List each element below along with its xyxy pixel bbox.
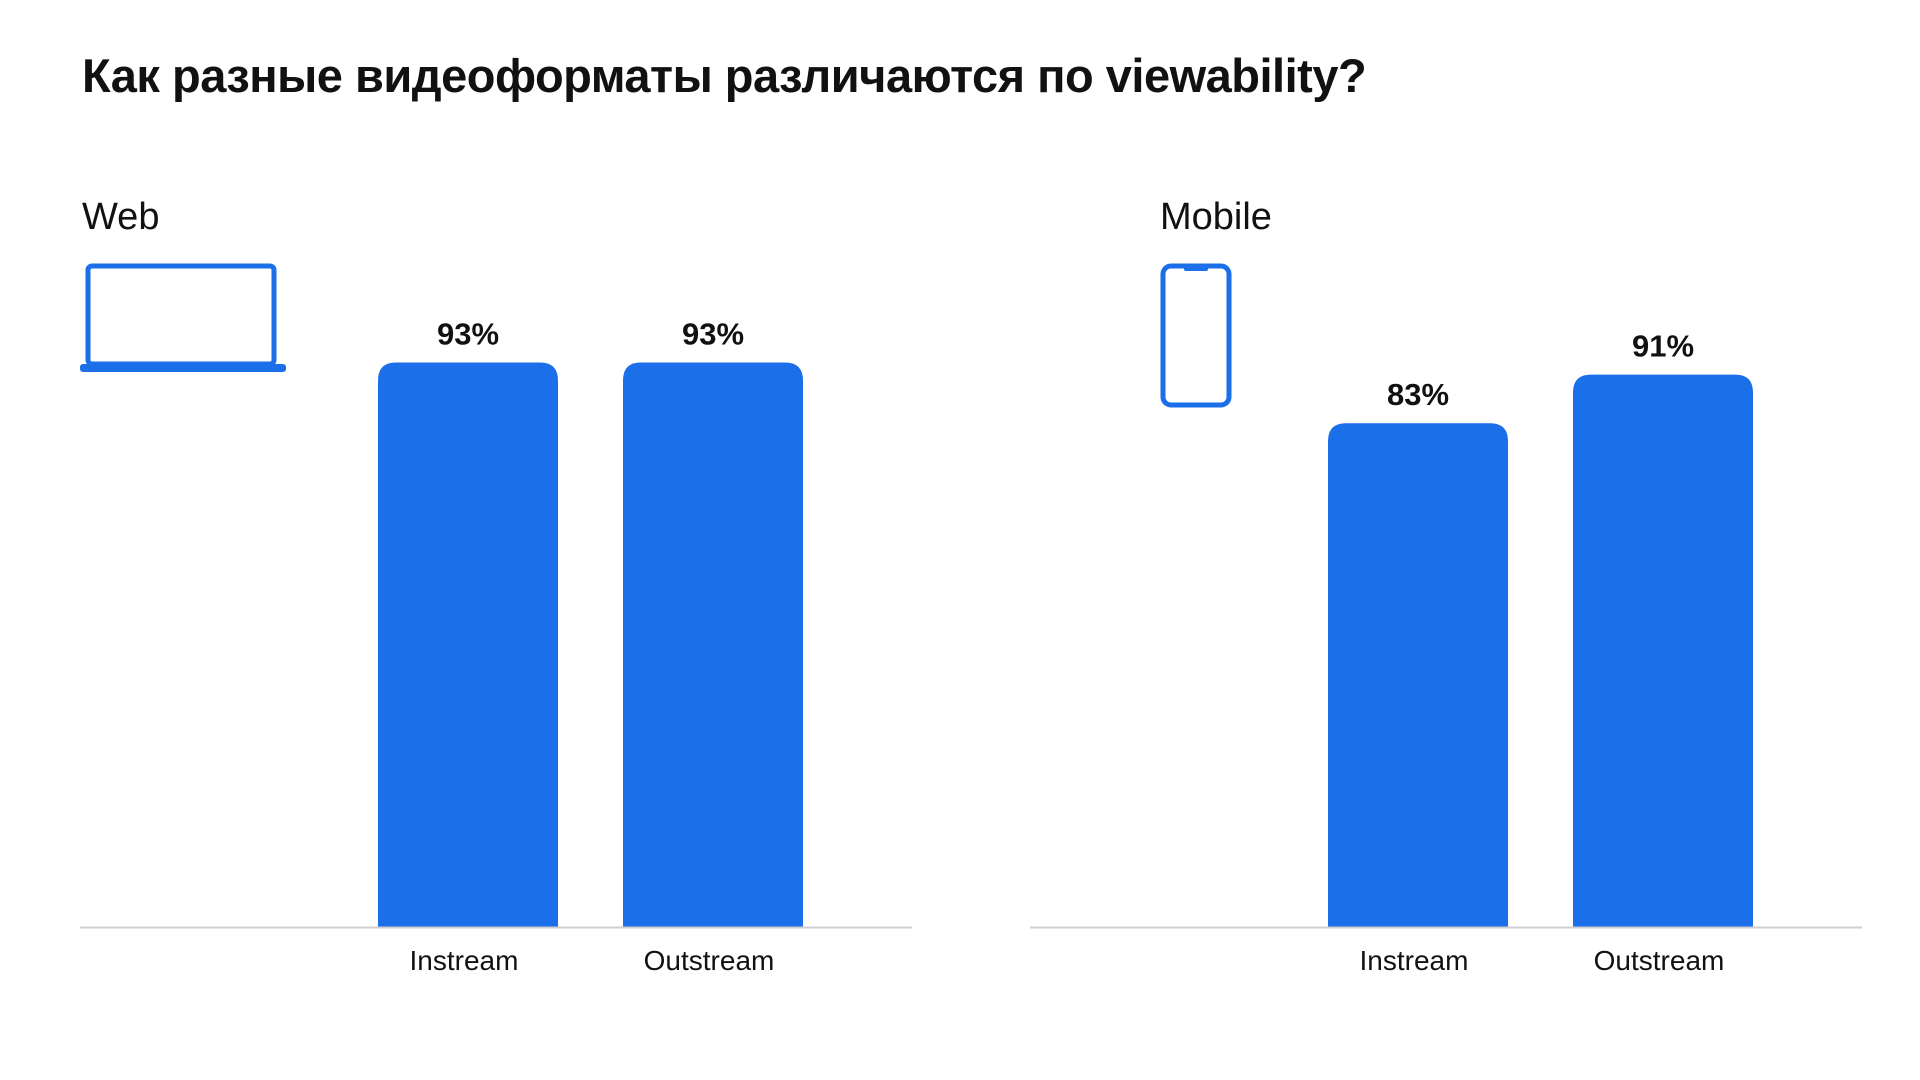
chart-web: 93% Instream 93% Outstream: [80, 316, 912, 976]
panel-label-mobile: Mobile: [1160, 196, 1272, 238]
web-value-label-instream: 93%: [437, 316, 499, 351]
laptop-icon: [80, 263, 286, 372]
chart-mobile: 83% Instream 91% Outstream: [1030, 329, 1862, 976]
mobile-category-label-instream: Instream: [1360, 945, 1469, 976]
mobile-bar-instream: [1328, 423, 1508, 927]
panel-label-web: Web: [82, 196, 160, 238]
web-bar-outstream: [623, 362, 803, 927]
smartphone-icon: [1160, 263, 1232, 408]
mobile-category-label-outstream: Outstream: [1594, 945, 1725, 976]
web-category-label-instream: Instream: [410, 945, 519, 976]
mobile-value-label-instream: 83%: [1387, 377, 1449, 412]
web-category-label-outstream: Outstream: [644, 945, 775, 976]
mobile-bar-outstream: [1573, 374, 1753, 927]
mobile-value-label-outstream: 91%: [1632, 329, 1694, 364]
web-bar-instream: [378, 362, 558, 927]
page-title: Как разные видеоформаты различаются по v…: [82, 49, 1367, 102]
web-value-label-outstream: 93%: [682, 316, 744, 351]
